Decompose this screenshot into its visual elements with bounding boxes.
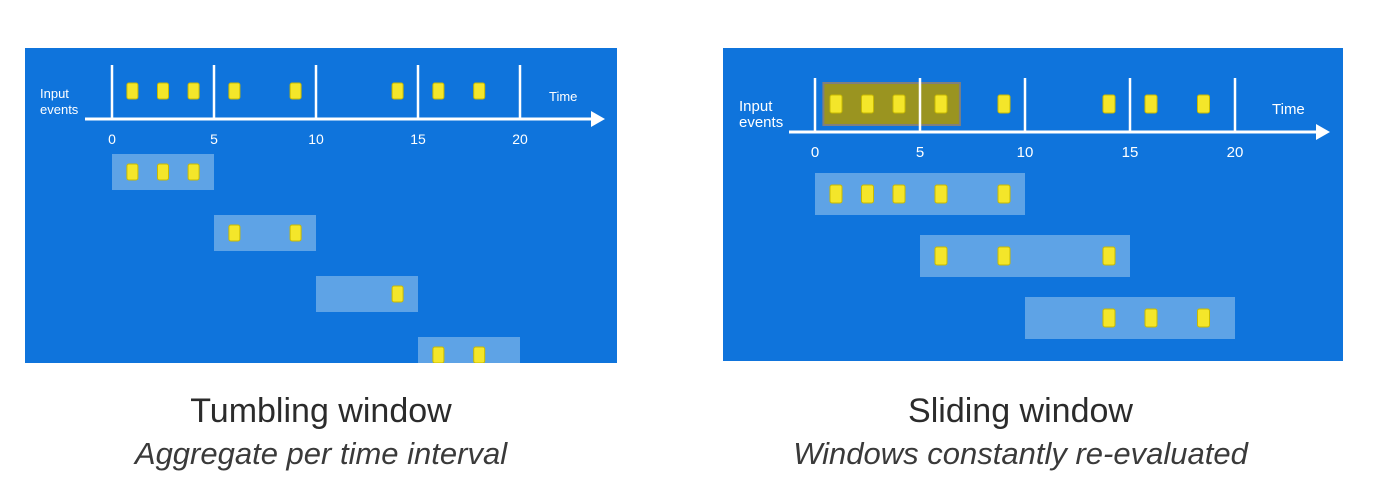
window-1-event-3	[934, 184, 948, 204]
window-1-event-0	[829, 184, 843, 204]
window-3-event-1	[1144, 308, 1158, 328]
window-1-event-2	[892, 184, 906, 204]
row-label-line1: Input	[40, 86, 69, 101]
input-event-2	[892, 94, 906, 114]
tumbling-window-title: Tumbling window	[190, 392, 452, 430]
tick-label-5: 5	[916, 144, 924, 161]
window-1-box	[815, 173, 1025, 215]
input-event-0	[126, 82, 139, 100]
sliding-window-diagram: Input events Time 0 5 10 15 20	[723, 48, 1343, 361]
input-event-5	[391, 82, 404, 100]
sliding-window-subtitle: Windows constantly re-evaluated	[793, 436, 1248, 471]
time-label: Time	[1272, 101, 1305, 118]
tick-label-15: 15	[410, 131, 426, 147]
window-2-event-1	[289, 224, 302, 242]
tick-label-10: 10	[1017, 144, 1034, 161]
input-event-3	[228, 82, 241, 100]
window-4-event-0	[432, 346, 445, 363]
input-event-0	[829, 94, 843, 114]
time-axis-arrow-icon	[591, 111, 605, 127]
window-1-event-2	[187, 163, 200, 181]
tick-label-0: 0	[108, 131, 116, 147]
sliding-window-title: Sliding window	[908, 392, 1133, 430]
input-event-1	[861, 94, 874, 114]
input-event-6	[432, 82, 445, 100]
row-label-line2: events	[40, 102, 79, 117]
input-event-6	[1144, 94, 1158, 114]
tumbling-window-diagram: Input events Time 0 5 10 15 20	[25, 48, 617, 363]
tick-label-10: 10	[308, 131, 324, 147]
tick-label-20: 20	[1227, 144, 1244, 161]
window-3-event-0	[1102, 308, 1116, 328]
input-event-7	[473, 82, 486, 100]
row-label-line1: Input	[739, 98, 773, 115]
tumbling-window-subtitle: Aggregate per time interval	[134, 436, 508, 471]
input-event-1	[157, 82, 169, 100]
window-1-event-1	[157, 163, 169, 181]
tick-label-0: 0	[811, 144, 819, 161]
time-axis-arrow-icon	[1316, 124, 1330, 140]
input-event-7	[1197, 94, 1210, 114]
window-1-event-0	[126, 163, 139, 181]
input-event-5	[1102, 94, 1116, 114]
row-label-line2: events	[739, 114, 783, 131]
window-2-box	[920, 235, 1130, 277]
tick-label-15: 15	[1122, 144, 1139, 161]
input-event-4	[289, 82, 302, 100]
input-event-3	[934, 94, 948, 114]
window-2-event-2	[1102, 246, 1116, 266]
window-2-event-0	[228, 224, 241, 242]
input-event-4	[997, 94, 1011, 114]
window-4-event-1	[473, 346, 486, 363]
window-2-event-1	[997, 246, 1011, 266]
tick-label-5: 5	[210, 131, 218, 147]
window-3-event-2	[1197, 308, 1210, 328]
window-2-event-0	[934, 246, 948, 266]
window-1-event-4	[997, 184, 1011, 204]
window-3-event-0	[391, 285, 404, 303]
window-1-event-1	[861, 184, 874, 204]
tick-label-20: 20	[512, 131, 528, 147]
input-event-2	[187, 82, 200, 100]
time-label: Time	[549, 89, 577, 104]
